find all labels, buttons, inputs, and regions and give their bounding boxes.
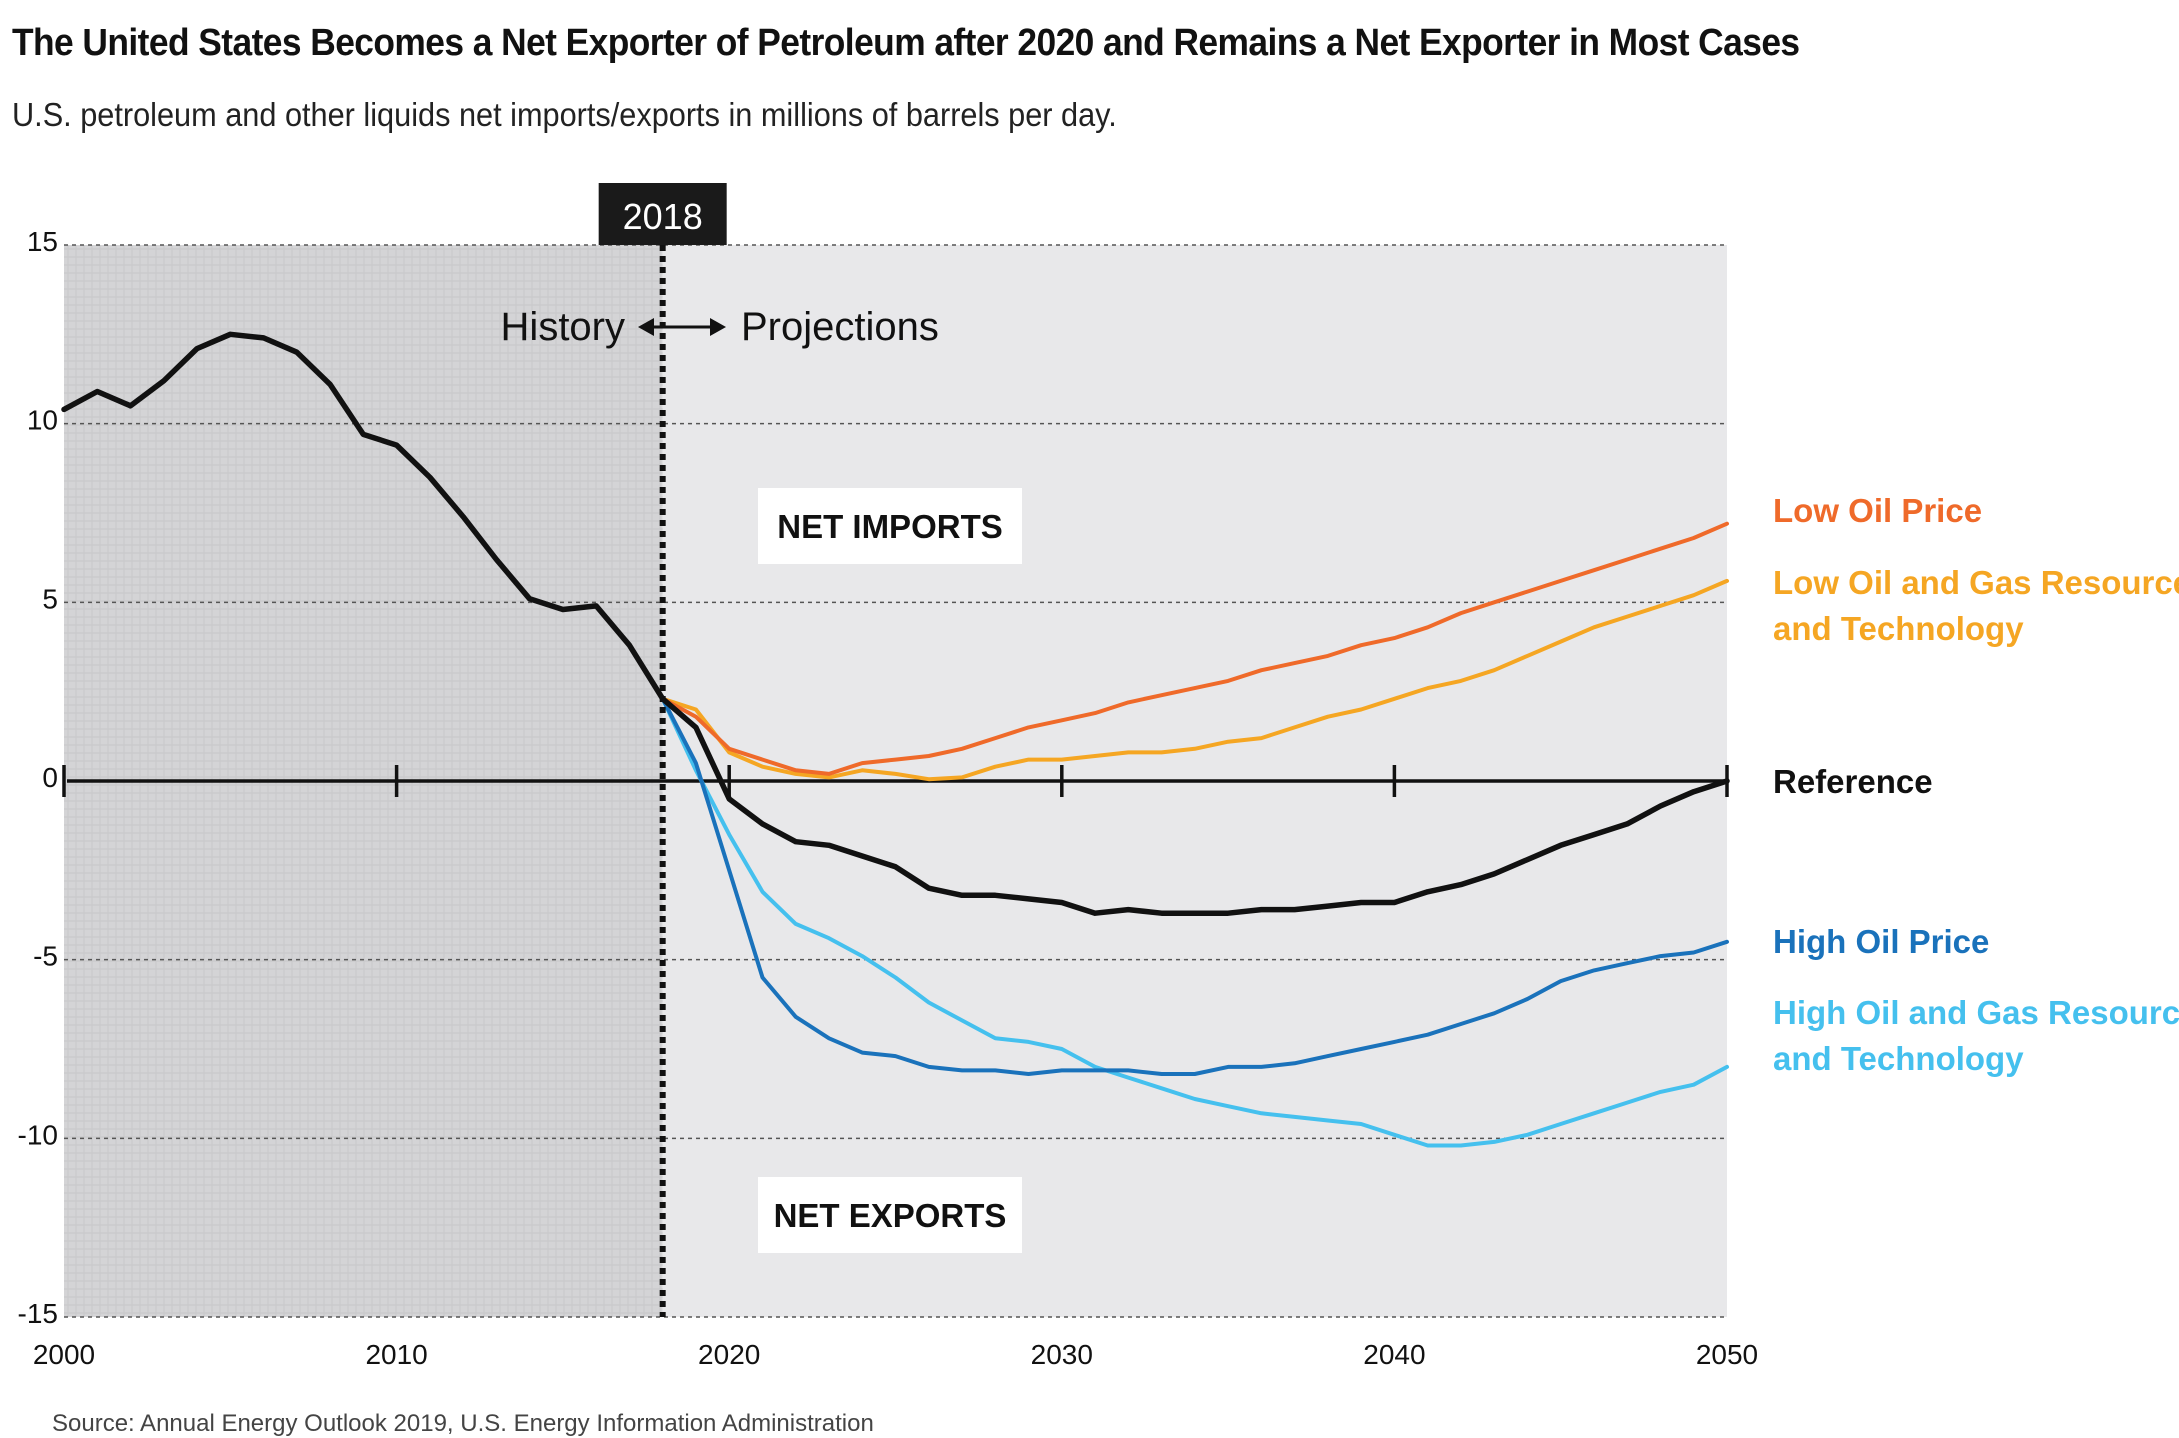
series-line-high-resource — [660, 696, 1729, 1148]
x-tick-label: 2040 — [1363, 1339, 1425, 1370]
series-label-reference: Reference — [1773, 763, 1933, 800]
net-imports-box — [758, 488, 1022, 564]
net-exports-box — [758, 1177, 1022, 1253]
net-exports-label: NET EXPORTS — [774, 1197, 1007, 1234]
x-tick-label: 2050 — [1696, 1339, 1758, 1370]
series-label-high-resource: High Oil and Gas Resource — [1773, 994, 2179, 1031]
y-axis: 15 10 5 0 -5 -10 -15 — [18, 226, 58, 1329]
y-tick-label: -5 — [33, 941, 58, 972]
series-label-high-oil-price: High Oil Price — [1773, 923, 1989, 960]
divider-year-box — [598, 183, 727, 245]
x-tick-label: 2030 — [1031, 1339, 1093, 1370]
x-axis: 2000 2010 2020 2030 2040 2050 — [33, 1339, 1758, 1370]
history-label: History — [501, 305, 625, 349]
series-line-low-oil-price — [660, 521, 1729, 776]
series-label-high-resource: and Technology — [1773, 1040, 2024, 1077]
series-line-low-resource — [660, 578, 1729, 782]
chart-title: The United States Becomes a Net Exporter… — [12, 22, 1800, 64]
y-tick-label: 15 — [27, 226, 58, 257]
y-tick-label: 10 — [27, 405, 58, 436]
series-label-low-resource: and Technology — [1773, 610, 2024, 647]
x-tick-label: 2010 — [365, 1339, 427, 1370]
chart-subtitle: U.S. petroleum and other liquids net imp… — [12, 96, 1117, 133]
x-tick-label: 2000 — [33, 1339, 95, 1370]
series-labels: Low Oil Price Low Oil and Gas Resource and… — [1773, 492, 2179, 1077]
y-tick-label: 5 — [42, 583, 58, 614]
y-tick-label: -15 — [18, 1298, 58, 1329]
gridlines — [64, 244, 1727, 1318]
series-lines — [61, 331, 1730, 1148]
divider-year-label: 2018 — [623, 196, 703, 237]
x-tick-label: 2020 — [698, 1339, 760, 1370]
y-tick-label: 0 — [42, 762, 58, 793]
series-label-low-resource: Low Oil and Gas Resource — [1773, 564, 2179, 601]
source-note: Source: Annual Energy Outlook 2019, U.S.… — [52, 1410, 874, 1437]
series-line-reference — [61, 331, 1730, 916]
y-tick-label: -10 — [18, 1119, 58, 1150]
series-line-high-oil-price — [660, 696, 1729, 1076]
history-projection-arrow-icon — [638, 318, 726, 336]
net-imports-label: NET IMPORTS — [777, 508, 1003, 545]
projections-label: Projections — [741, 305, 939, 349]
series-label-low-oil-price: Low Oil Price — [1773, 492, 1982, 529]
